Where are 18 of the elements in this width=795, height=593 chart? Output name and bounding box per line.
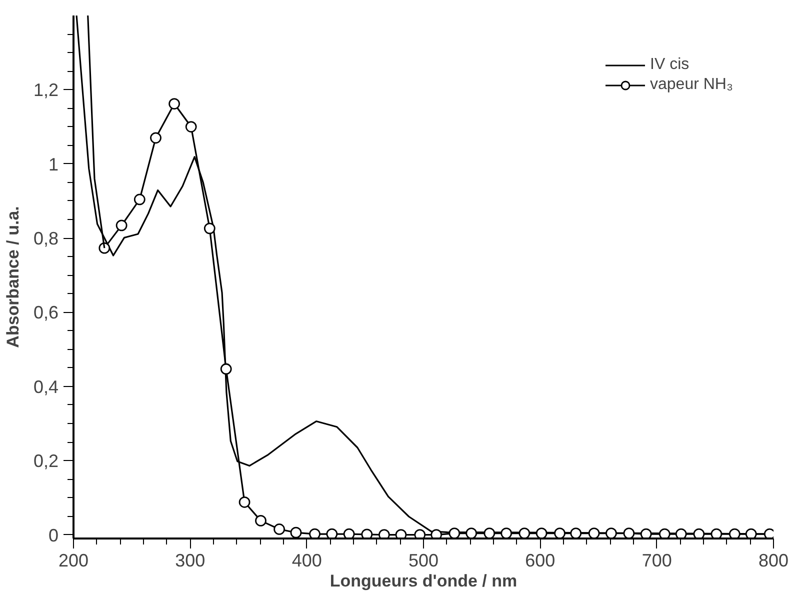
x-tick-label: 400 (292, 550, 322, 570)
y-tick-label: 1 (48, 154, 59, 174)
x-tick-label: 800 (758, 550, 789, 570)
y-axis-title: Absorbance / u.a. (3, 206, 22, 348)
x-tick-label: 500 (408, 550, 439, 570)
x-tick-label: 700 (642, 550, 672, 570)
y-tick-label: 0,2 (33, 451, 59, 472)
legend-label: IV cis (650, 56, 690, 74)
x-tick-label: 300 (175, 550, 206, 570)
x-axis-title: Longueurs d'onde / nm (330, 572, 518, 590)
y-tick-label: 0 (48, 525, 59, 546)
y-tick-label: 1,2 (33, 80, 59, 100)
y-tick-label: 0,6 (33, 302, 59, 323)
y-tick-label: 0,8 (33, 228, 59, 249)
x-tick-label: 600 (525, 550, 556, 570)
legend-label: vapeur NH₃ (650, 76, 733, 94)
x-tick-label: 200 (58, 550, 89, 570)
y-tick-label: 0,4 (33, 376, 59, 397)
